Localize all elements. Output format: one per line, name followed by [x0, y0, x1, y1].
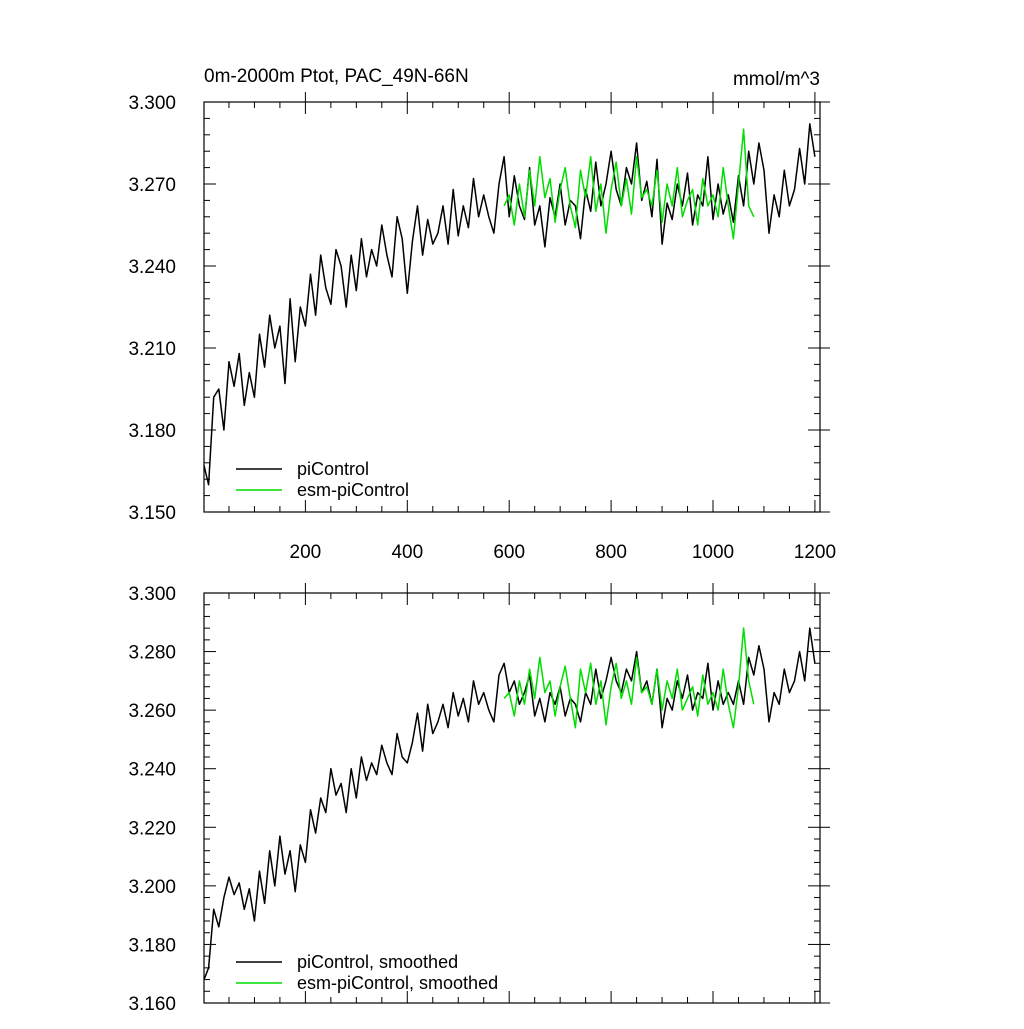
- y-tick-label: 3.280: [128, 643, 176, 664]
- y-tick-label: 3.160: [128, 994, 176, 1015]
- legend-label-picontrol: piControl: [297, 459, 369, 479]
- series-line-picontrol: [203, 123, 816, 486]
- y-tick-label: 3.240: [128, 257, 176, 278]
- legend-label-esm-picontrol-smoothed: esm-piControl, smoothed: [297, 973, 498, 993]
- y-tick-label: 3.200: [128, 877, 176, 898]
- x-tick-label: 1200: [794, 542, 836, 563]
- y-tick-label: 3.260: [128, 701, 176, 722]
- series-line-esm-picontrol-smoothed: [503, 627, 755, 729]
- plot-frame: [203, 592, 821, 1004]
- y-tick-label: 3.220: [128, 818, 176, 839]
- bottom-panel: 3.160 3.180 3.200 3.220 3.240 3.260 3.280 3.300…: [128, 583, 830, 1015]
- legend-label-esm-picontrol: esm-piControl: [297, 480, 409, 500]
- legend-label-picontrol-smoothed: piControl, smoothed: [297, 952, 458, 972]
- y-tick-label: 3.300: [128, 93, 176, 114]
- y-tick-label: 3.300: [128, 584, 176, 605]
- top-legend: piControl esm-piControl: [236, 459, 409, 500]
- series-line-esm-picontrol: [503, 128, 755, 240]
- chart-units: mmol/m^3: [733, 69, 820, 90]
- bottom-axes: 3.160 3.180 3.200 3.220 3.240 3.260 3.280 3.300: [128, 583, 830, 1015]
- x-tick-label: 800: [595, 542, 627, 563]
- top-panel: 0m-2000m Ptot, PAC_49N-66N mmol/m^3 3.15…: [128, 66, 836, 563]
- chart-title: 0m-2000m Ptot, PAC_49N-66N: [204, 66, 469, 87]
- bottom-legend: piControl, smoothed esm-piControl, smoot…: [236, 952, 498, 993]
- y-tick-label: 3.180: [128, 935, 176, 956]
- x-tick-label: 600: [493, 542, 525, 563]
- y-tick-label: 3.180: [128, 421, 176, 442]
- x-tick-label: 200: [290, 542, 322, 563]
- top-axes: 3.150 3.180 3.210 3.240 3.270 3.300 200 400 600 8…: [128, 92, 836, 563]
- series-line-picontrol-smoothed: [203, 627, 816, 980]
- x-tick-label: 1000: [692, 542, 734, 563]
- y-tick-label: 3.210: [128, 339, 176, 360]
- y-tick-label: 3.270: [128, 175, 176, 196]
- plot-frame: [203, 101, 821, 513]
- y-tick-label: 3.240: [128, 760, 176, 781]
- x-tick-label: 400: [391, 542, 423, 563]
- bottom-plot-area: [203, 627, 816, 980]
- top-plot-area: [203, 123, 816, 486]
- y-tick-label: 3.150: [128, 503, 176, 524]
